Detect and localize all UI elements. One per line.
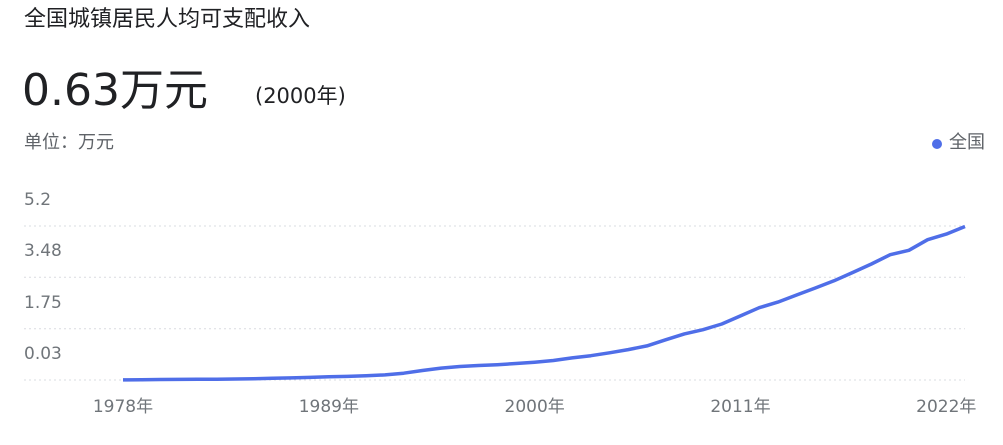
x-tick-label: 2022年 xyxy=(916,397,976,417)
unit-label: 单位：万元 xyxy=(24,132,114,153)
y-tick-label: 0.03 xyxy=(24,344,62,364)
y-tick-label: 3.48 xyxy=(24,241,62,261)
x-tick-label: 2000年 xyxy=(505,397,565,417)
x-tick-label: 2011年 xyxy=(710,397,770,417)
legend-label: 全国 xyxy=(949,132,985,153)
headline-value: 0.63万元 xyxy=(22,65,208,116)
chart-title: 全国城镇居民人均可支配收入 xyxy=(24,7,310,32)
y-tick-label: 5.2 xyxy=(24,190,51,210)
data-line xyxy=(122,224,966,382)
x-tick-label: 1978年 xyxy=(93,397,153,417)
x-tick-label: 1989年 xyxy=(299,397,359,417)
legend-marker xyxy=(932,139,942,149)
y-tick-label: 1.75 xyxy=(24,293,62,313)
headline-note: (2000年) xyxy=(255,84,346,108)
